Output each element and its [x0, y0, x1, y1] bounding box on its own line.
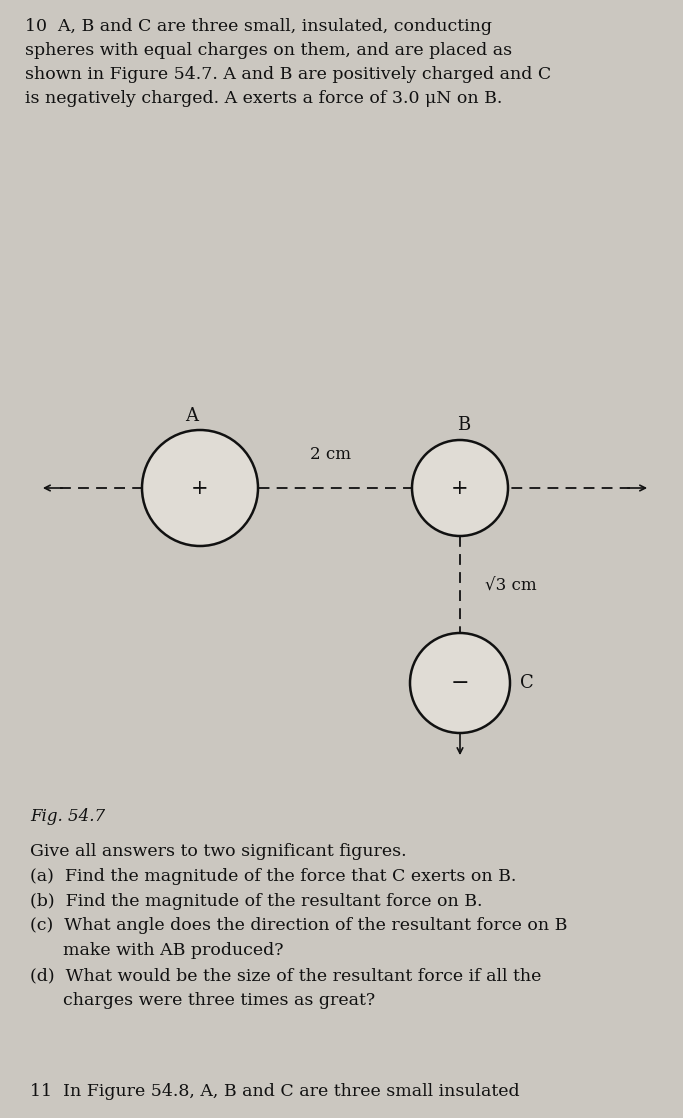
Text: √3 cm: √3 cm — [485, 578, 537, 595]
Circle shape — [142, 430, 258, 546]
Text: C: C — [520, 674, 533, 692]
Circle shape — [410, 633, 510, 733]
Text: +: + — [451, 479, 469, 498]
Circle shape — [412, 440, 508, 536]
Text: Give all answers to two significant figures.
(a)  Find the magnitude of the forc: Give all answers to two significant figu… — [30, 843, 568, 1008]
Text: B: B — [458, 416, 471, 434]
Text: +: + — [191, 479, 209, 498]
Text: −: − — [451, 672, 469, 694]
Text: 11  In Figure 54.8, A, B and C are three small insulated: 11 In Figure 54.8, A, B and C are three … — [30, 1083, 520, 1100]
Text: A: A — [186, 407, 199, 425]
Text: Fig. 54.7: Fig. 54.7 — [30, 808, 105, 825]
Text: 2 cm: 2 cm — [309, 446, 350, 463]
Text: 10  A, B and C are three small, insulated, conducting
spheres with equal charges: 10 A, B and C are three small, insulated… — [25, 18, 551, 107]
